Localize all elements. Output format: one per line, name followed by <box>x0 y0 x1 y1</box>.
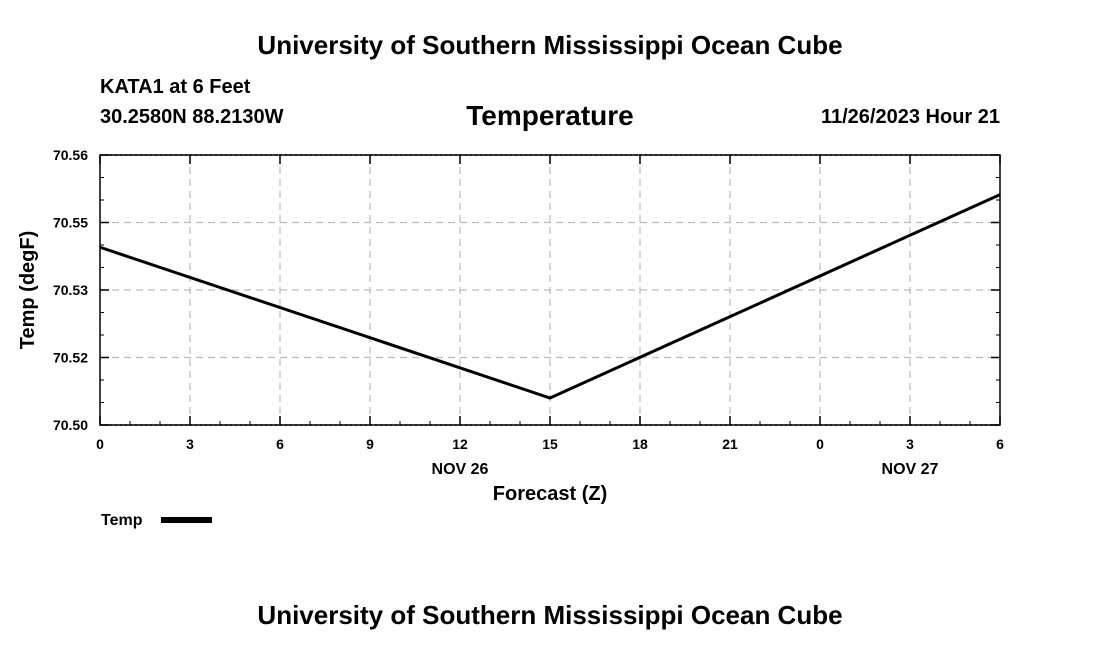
date-label: NOV 27 <box>882 461 939 478</box>
x-tick-label: 6 <box>276 436 284 452</box>
legend-label: Temp <box>101 512 143 529</box>
x-tick-label: 12 <box>452 436 468 452</box>
x-tick-label: 0 <box>96 436 104 452</box>
legend: Temp <box>101 512 212 529</box>
x-axis-label: Forecast (Z) <box>493 483 607 505</box>
run-time: 11/26/2023 Hour 21 <box>820 106 1000 128</box>
y-axis-label: Temp (degF) <box>17 231 39 350</box>
y-tick-label: 70.50 <box>53 417 88 433</box>
temp-series-line <box>99 193 1001 400</box>
x-tick-label: 3 <box>906 436 914 452</box>
grid-lines <box>100 154 1000 426</box>
x-tick-label: 0 <box>816 436 824 452</box>
chart-title: Temperature <box>466 100 634 131</box>
x-tick-label: 9 <box>366 436 374 452</box>
station-coordinates: 30.2580N 88.2130W <box>100 106 284 128</box>
series-layer <box>99 193 1001 400</box>
station-label: KATA1 at 6 Feet <box>100 76 251 98</box>
y-tick-label: 70.53 <box>53 282 88 298</box>
footer-title: University of Southern Mississippi Ocean… <box>257 600 843 630</box>
y-tick-label: 70.52 <box>53 350 88 366</box>
x-tick-label: 6 <box>996 436 1004 452</box>
date-label: NOV 26 <box>432 461 489 478</box>
plot-frame <box>99 154 1001 426</box>
page-title: University of Southern Mississippi Ocean… <box>257 30 843 60</box>
x-tick-label: 18 <box>632 436 648 452</box>
y-tick-label: 70.56 <box>53 147 88 163</box>
x-tick-label: 21 <box>722 436 738 452</box>
x-tick-label: 3 <box>186 436 194 452</box>
x-tick-label: 15 <box>542 436 558 452</box>
tick-labels: 0 3 6 9 12 15 18 21 0 3 6 70.50 70.52 70.53 70.55 70.56… <box>53 147 1004 478</box>
y-tick-label: 70.55 <box>53 215 88 231</box>
